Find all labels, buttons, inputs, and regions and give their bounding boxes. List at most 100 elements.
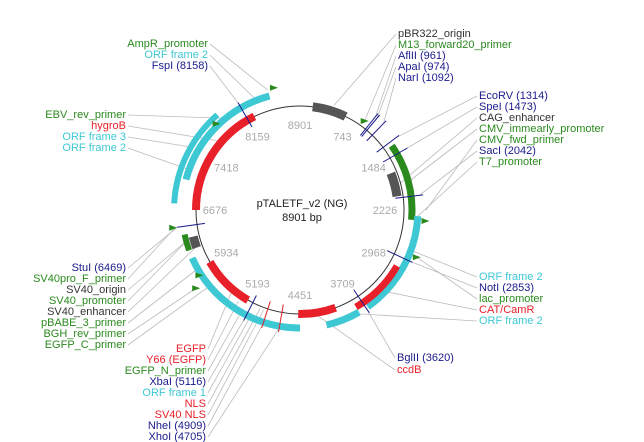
label-orf-frame-1[interactable]: ORF frame 1 [142, 387, 206, 399]
fspi-site-mark[interactable] [237, 102, 253, 128]
leader-line [207, 316, 251, 394]
label-orf-frame-3[interactable]: ORF frame 3 [62, 131, 126, 143]
tick-label-7418: 7418 [214, 163, 238, 175]
bgh-rev-primer-arrow[interactable] [192, 285, 201, 292]
leader-line [333, 33, 397, 106]
label-orf-frame-2-left[interactable]: ORF frame 2 [62, 142, 126, 154]
aflii-site-mark[interactable] [360, 113, 379, 136]
label-pbr322-origin[interactable]: pBR322_origin [398, 28, 471, 40]
label-saci-site[interactable]: SacI (2042) [479, 145, 536, 157]
sv40pro-primer-arrow[interactable] [169, 224, 178, 231]
label-sv40-promoter[interactable]: SV40_promoter [49, 295, 126, 307]
label-ebv-rev-primer[interactable]: EBV_rev_primer [45, 109, 126, 121]
label-aflii-site[interactable]: AflII (961) [398, 50, 446, 62]
label-bglii-site[interactable]: BglII (3620) [397, 352, 454, 364]
leader-line [209, 65, 240, 105]
label-egfp[interactable]: EGFP [176, 343, 206, 355]
label-xbai-site[interactable]: XbaI (5116) [149, 376, 206, 388]
orf-frame-2-right-arc[interactable] [365, 215, 422, 310]
leader-line [380, 290, 478, 311]
label-egfp-n-primer[interactable]: EGFP_N_primer [125, 365, 207, 377]
orf-frame-3-arc[interactable] [171, 112, 220, 204]
label-cat-camr[interactable]: CAT/CamR [479, 304, 534, 316]
leader-line [127, 227, 176, 280]
nari-site-mark[interactable] [366, 120, 387, 142]
orf-frame-1-arc[interactable] [189, 256, 301, 332]
ccdb-arc[interactable] [298, 303, 337, 319]
label-fspi-site[interactable]: FspI (8158) [152, 60, 208, 72]
label-m13-forward20-primer[interactable]: M13_forward20_primer [398, 39, 512, 51]
label-lac-promoter[interactable]: lac_promoter [479, 293, 544, 305]
leader-line [418, 150, 478, 196]
label-stui-site[interactable]: StuI (6469) [72, 262, 126, 274]
pbr322-origin-arc[interactable] [312, 102, 348, 121]
orf-frame-2-top-arc[interactable] [182, 92, 271, 181]
saci-site-mark[interactable] [395, 194, 424, 199]
label-sv40-nls[interactable]: SV40 NLS [155, 409, 206, 421]
label-orf-frame-2-r2[interactable]: ORF frame 2 [479, 315, 543, 327]
label-orf-frame-2-r1[interactable]: ORF frame 2 [479, 271, 543, 283]
stui-site-mark[interactable] [177, 222, 205, 228]
label-t7-promoter[interactable]: T7_promoter [479, 156, 542, 168]
label-orf-frame-2-top[interactable]: ORF frame 2 [144, 49, 208, 61]
leader-line [207, 309, 265, 416]
tick-label-8159: 8159 [245, 131, 269, 143]
cmv-promoter-arc[interactable] [388, 143, 416, 221]
m13-primer-arrow[interactable] [360, 118, 369, 124]
ampr-promoter-arrow[interactable] [270, 84, 278, 91]
xbai-site-mark[interactable] [243, 295, 257, 321]
sv40-promoter-arc[interactable] [181, 233, 192, 252]
leader-line [127, 236, 192, 291]
noti-site-mark[interactable] [386, 250, 413, 263]
ecorv-site-mark[interactable] [376, 135, 400, 153]
label-nari-site[interactable]: NarI (1092) [398, 72, 454, 84]
xhoi-site-mark[interactable] [278, 304, 284, 333]
leader-line [207, 308, 261, 405]
lac-promoter-arrow[interactable] [412, 254, 421, 261]
label-sv40-origin[interactable]: SV40_origin [66, 284, 126, 296]
label-column-left-upper: EBV_rev_primer hygroB ORF frame 3 ORF fr… [45, 109, 126, 154]
label-cmv-fwd-primer[interactable]: CMV_fwd_primer [479, 134, 564, 146]
egfp-arc[interactable] [206, 259, 251, 304]
bglii-site-mark[interactable] [353, 289, 370, 314]
label-ecorv-site[interactable]: EcoRV (1314) [479, 90, 548, 102]
label-bgh-rev-primer[interactable]: BGH_rev_primer [43, 328, 126, 340]
label-y66-egfp[interactable]: Y66 (EGFP) [146, 354, 206, 366]
label-sv40-enhancer[interactable]: SV40_enhancer [47, 306, 126, 318]
label-nhei-site[interactable]: NheI (4909) [148, 420, 206, 432]
tick-label-8901: 8901 [288, 120, 312, 132]
leader-line [425, 139, 478, 211]
label-egfp-c-primer[interactable]: EGFP_C_primer [45, 339, 127, 351]
ebv-rev-primer-arrow[interactable] [212, 120, 221, 127]
cat-camr-arc[interactable] [354, 264, 401, 311]
label-noti-site[interactable]: NotI (2853) [479, 282, 534, 294]
label-nls[interactable]: NLS [185, 398, 206, 410]
label-cag-enhancer[interactable]: CAG_enhancer [479, 112, 555, 124]
label-leader-lines [127, 33, 478, 438]
sv40-origin-arc[interactable] [188, 235, 201, 250]
pbabe-3-primer-arrow[interactable] [195, 272, 204, 279]
leader-line [408, 260, 478, 289]
spei-site-mark[interactable] [382, 147, 408, 163]
label-pbabe-3-primer[interactable]: pBABE_3_primer [41, 317, 126, 329]
cmv-fwd-primer-arrow[interactable] [421, 218, 430, 224]
label-sv40pro-f-primer[interactable]: SV40pro_F_primer [33, 273, 126, 285]
tick-label-6676: 6676 [203, 205, 227, 217]
orf-frame-2-bottom-right-arc[interactable] [325, 309, 361, 329]
label-cmv-immearly-promoter[interactable]: CMV_immearly_promoter [479, 123, 605, 135]
label-ccdb[interactable]: ccdB [397, 364, 421, 376]
label-hygrob[interactable]: hygroB [91, 120, 126, 132]
leader-line [209, 54, 256, 99]
cag-enhancer-arc[interactable] [386, 171, 402, 198]
apai-site-mark[interactable] [361, 114, 381, 137]
label-ampr-promoter[interactable]: AmpR_promoter [127, 38, 208, 50]
label-xhoi-site[interactable]: XhoI (4705) [149, 431, 206, 442]
leader-line [375, 55, 397, 117]
leader-line [395, 95, 478, 139]
hygrob-arc[interactable] [192, 112, 257, 211]
leader-line [127, 242, 185, 302]
nhei-site-mark[interactable] [261, 301, 271, 329]
label-column-left-lower: StuI (6469) SV40pro_F_primer SV40_origin… [33, 262, 126, 351]
label-apai-site[interactable]: ApaI (974) [398, 61, 449, 73]
label-spei-site[interactable]: SpeI (1473) [479, 101, 536, 113]
